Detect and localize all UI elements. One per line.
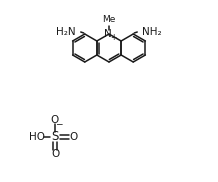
Text: HO: HO (29, 132, 45, 142)
Text: O: O (51, 149, 59, 159)
Text: N: N (104, 29, 112, 39)
Text: O: O (50, 115, 58, 125)
Text: O: O (69, 132, 77, 142)
Text: S: S (51, 130, 59, 143)
Text: Me: Me (102, 15, 116, 25)
Text: +: + (110, 33, 116, 43)
Text: NH₂: NH₂ (142, 27, 162, 37)
Text: −: − (55, 120, 63, 128)
Text: H₂N: H₂N (56, 27, 76, 37)
